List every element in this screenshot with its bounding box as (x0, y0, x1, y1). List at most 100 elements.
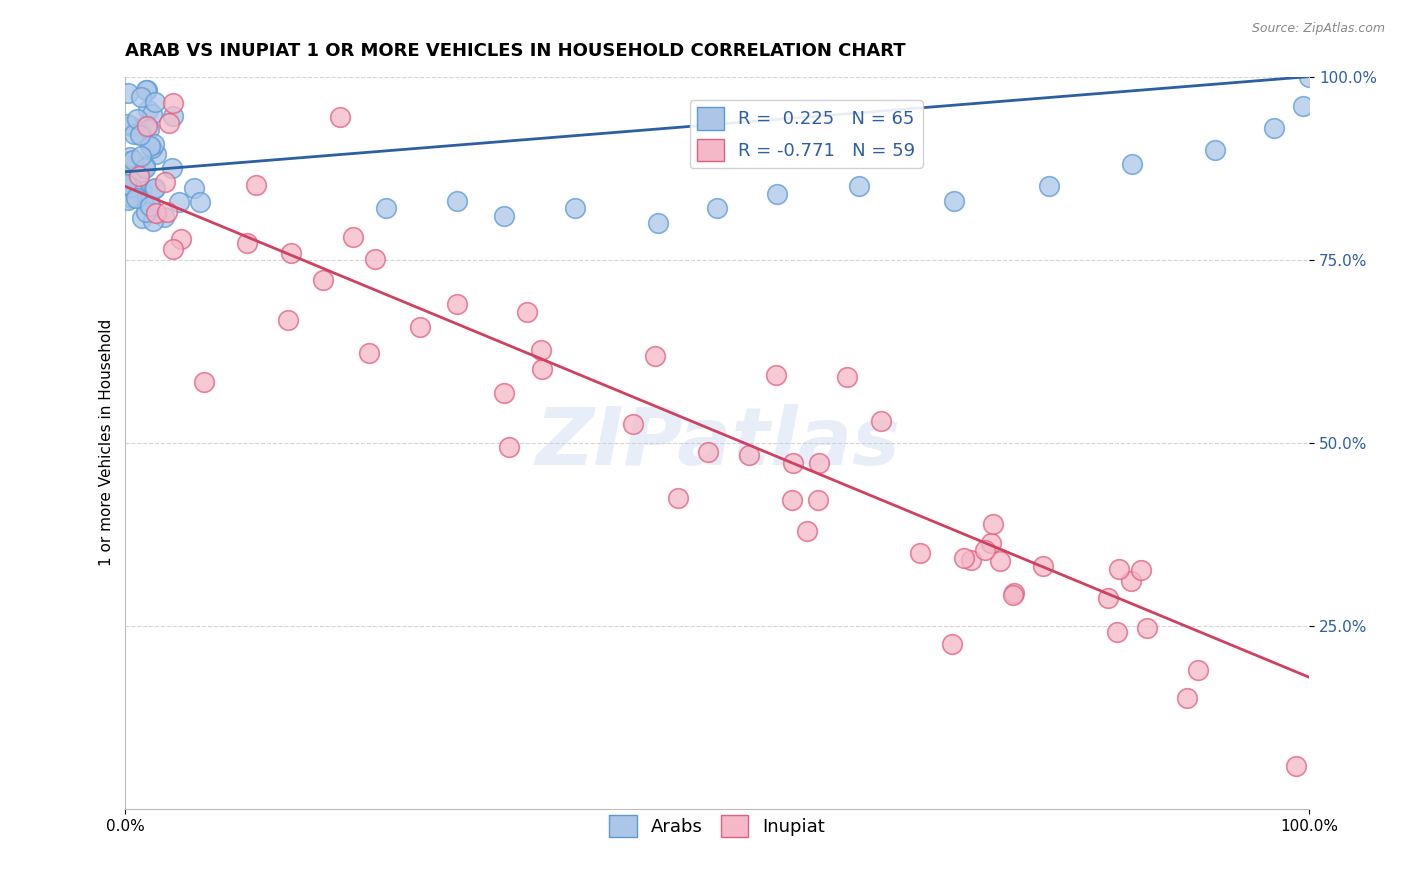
Point (129, 89, 152, 103)
Point (162, 95, 184, 110)
Point (120, 191, 142, 205)
Point (782, 456, 804, 470)
Point (780, 492, 803, 507)
Point (120, 179, 142, 194)
Point (139, 139, 162, 153)
Point (183, 181, 205, 195)
Point (156, 204, 179, 219)
Point (1097, 591, 1119, 606)
Point (125, 112, 148, 127)
Point (128, 128, 150, 143)
Point (980, 535, 1002, 549)
Point (988, 553, 1011, 567)
Point (143, 180, 166, 194)
Point (706, 202, 728, 216)
Point (115, 159, 138, 173)
Text: ZIPatlas: ZIPatlas (534, 404, 900, 482)
Point (132, 194, 155, 208)
Point (145, 146, 167, 161)
Point (869, 415, 891, 429)
Legend: Arabs, Inupiat: Arabs, Inupiat (602, 807, 832, 844)
Point (114, 177, 136, 191)
Point (530, 362, 553, 376)
Point (342, 230, 364, 244)
Point (162, 242, 184, 256)
Point (117, 193, 139, 207)
Point (1119, 574, 1142, 588)
Point (1107, 625, 1129, 640)
Point (1298, 70, 1320, 84)
Point (564, 202, 586, 216)
Point (136, 103, 159, 118)
Point (139, 198, 162, 212)
Point (1136, 621, 1159, 635)
Point (807, 493, 830, 508)
Point (498, 440, 520, 454)
Point (530, 343, 553, 357)
Point (737, 448, 759, 462)
Point (131, 211, 153, 225)
Point (120, 120, 142, 134)
Point (359, 346, 381, 360)
Point (120, 190, 142, 204)
Point (121, 153, 143, 167)
Point (446, 194, 468, 208)
Point (1187, 663, 1209, 677)
Point (122, 127, 145, 141)
Point (135, 83, 157, 97)
Point (494, 386, 516, 401)
Point (167, 195, 190, 210)
Point (129, 165, 152, 179)
Point (145, 206, 167, 220)
Point (120, 169, 142, 184)
Point (516, 304, 538, 318)
Point (128, 169, 150, 183)
Point (1002, 585, 1025, 599)
Point (666, 491, 689, 506)
Point (1285, 759, 1308, 773)
Point (765, 368, 787, 383)
Point (952, 551, 974, 566)
Point (374, 202, 396, 216)
Point (135, 83, 157, 97)
Point (647, 216, 669, 230)
Point (621, 417, 644, 432)
Point (807, 456, 830, 470)
Point (143, 95, 166, 109)
Point (280, 246, 302, 260)
Point (134, 161, 156, 175)
Point (697, 444, 720, 458)
Point (162, 161, 184, 175)
Point (141, 141, 163, 155)
Point (1121, 157, 1143, 171)
Point (981, 517, 1004, 532)
Point (129, 149, 152, 163)
Point (157, 116, 180, 130)
Point (135, 205, 157, 219)
Point (277, 313, 299, 327)
Point (1175, 691, 1198, 706)
Point (363, 252, 385, 267)
Point (1263, 120, 1285, 135)
Point (973, 543, 995, 558)
Point (644, 349, 666, 363)
Point (117, 154, 139, 169)
Y-axis label: 1 or more Vehicles in Household: 1 or more Vehicles in Household (100, 319, 114, 566)
Point (193, 376, 215, 390)
Point (141, 106, 163, 120)
Point (245, 178, 267, 193)
Point (124, 191, 146, 205)
Text: ARAB VS INUPIAT 1 OR MORE VEHICLES IN HOUSEHOLD CORRELATION CHART: ARAB VS INUPIAT 1 OR MORE VEHICLES IN HO… (125, 42, 905, 60)
Point (155, 175, 177, 189)
Point (134, 120, 156, 135)
Point (169, 232, 191, 246)
Point (1108, 561, 1130, 575)
Point (135, 120, 157, 134)
Point (236, 235, 259, 250)
Point (131, 184, 153, 198)
Point (837, 370, 859, 384)
Point (848, 179, 870, 194)
Point (312, 273, 335, 287)
Text: Source: ZipAtlas.com: Source: ZipAtlas.com (1251, 22, 1385, 36)
Point (494, 209, 516, 223)
